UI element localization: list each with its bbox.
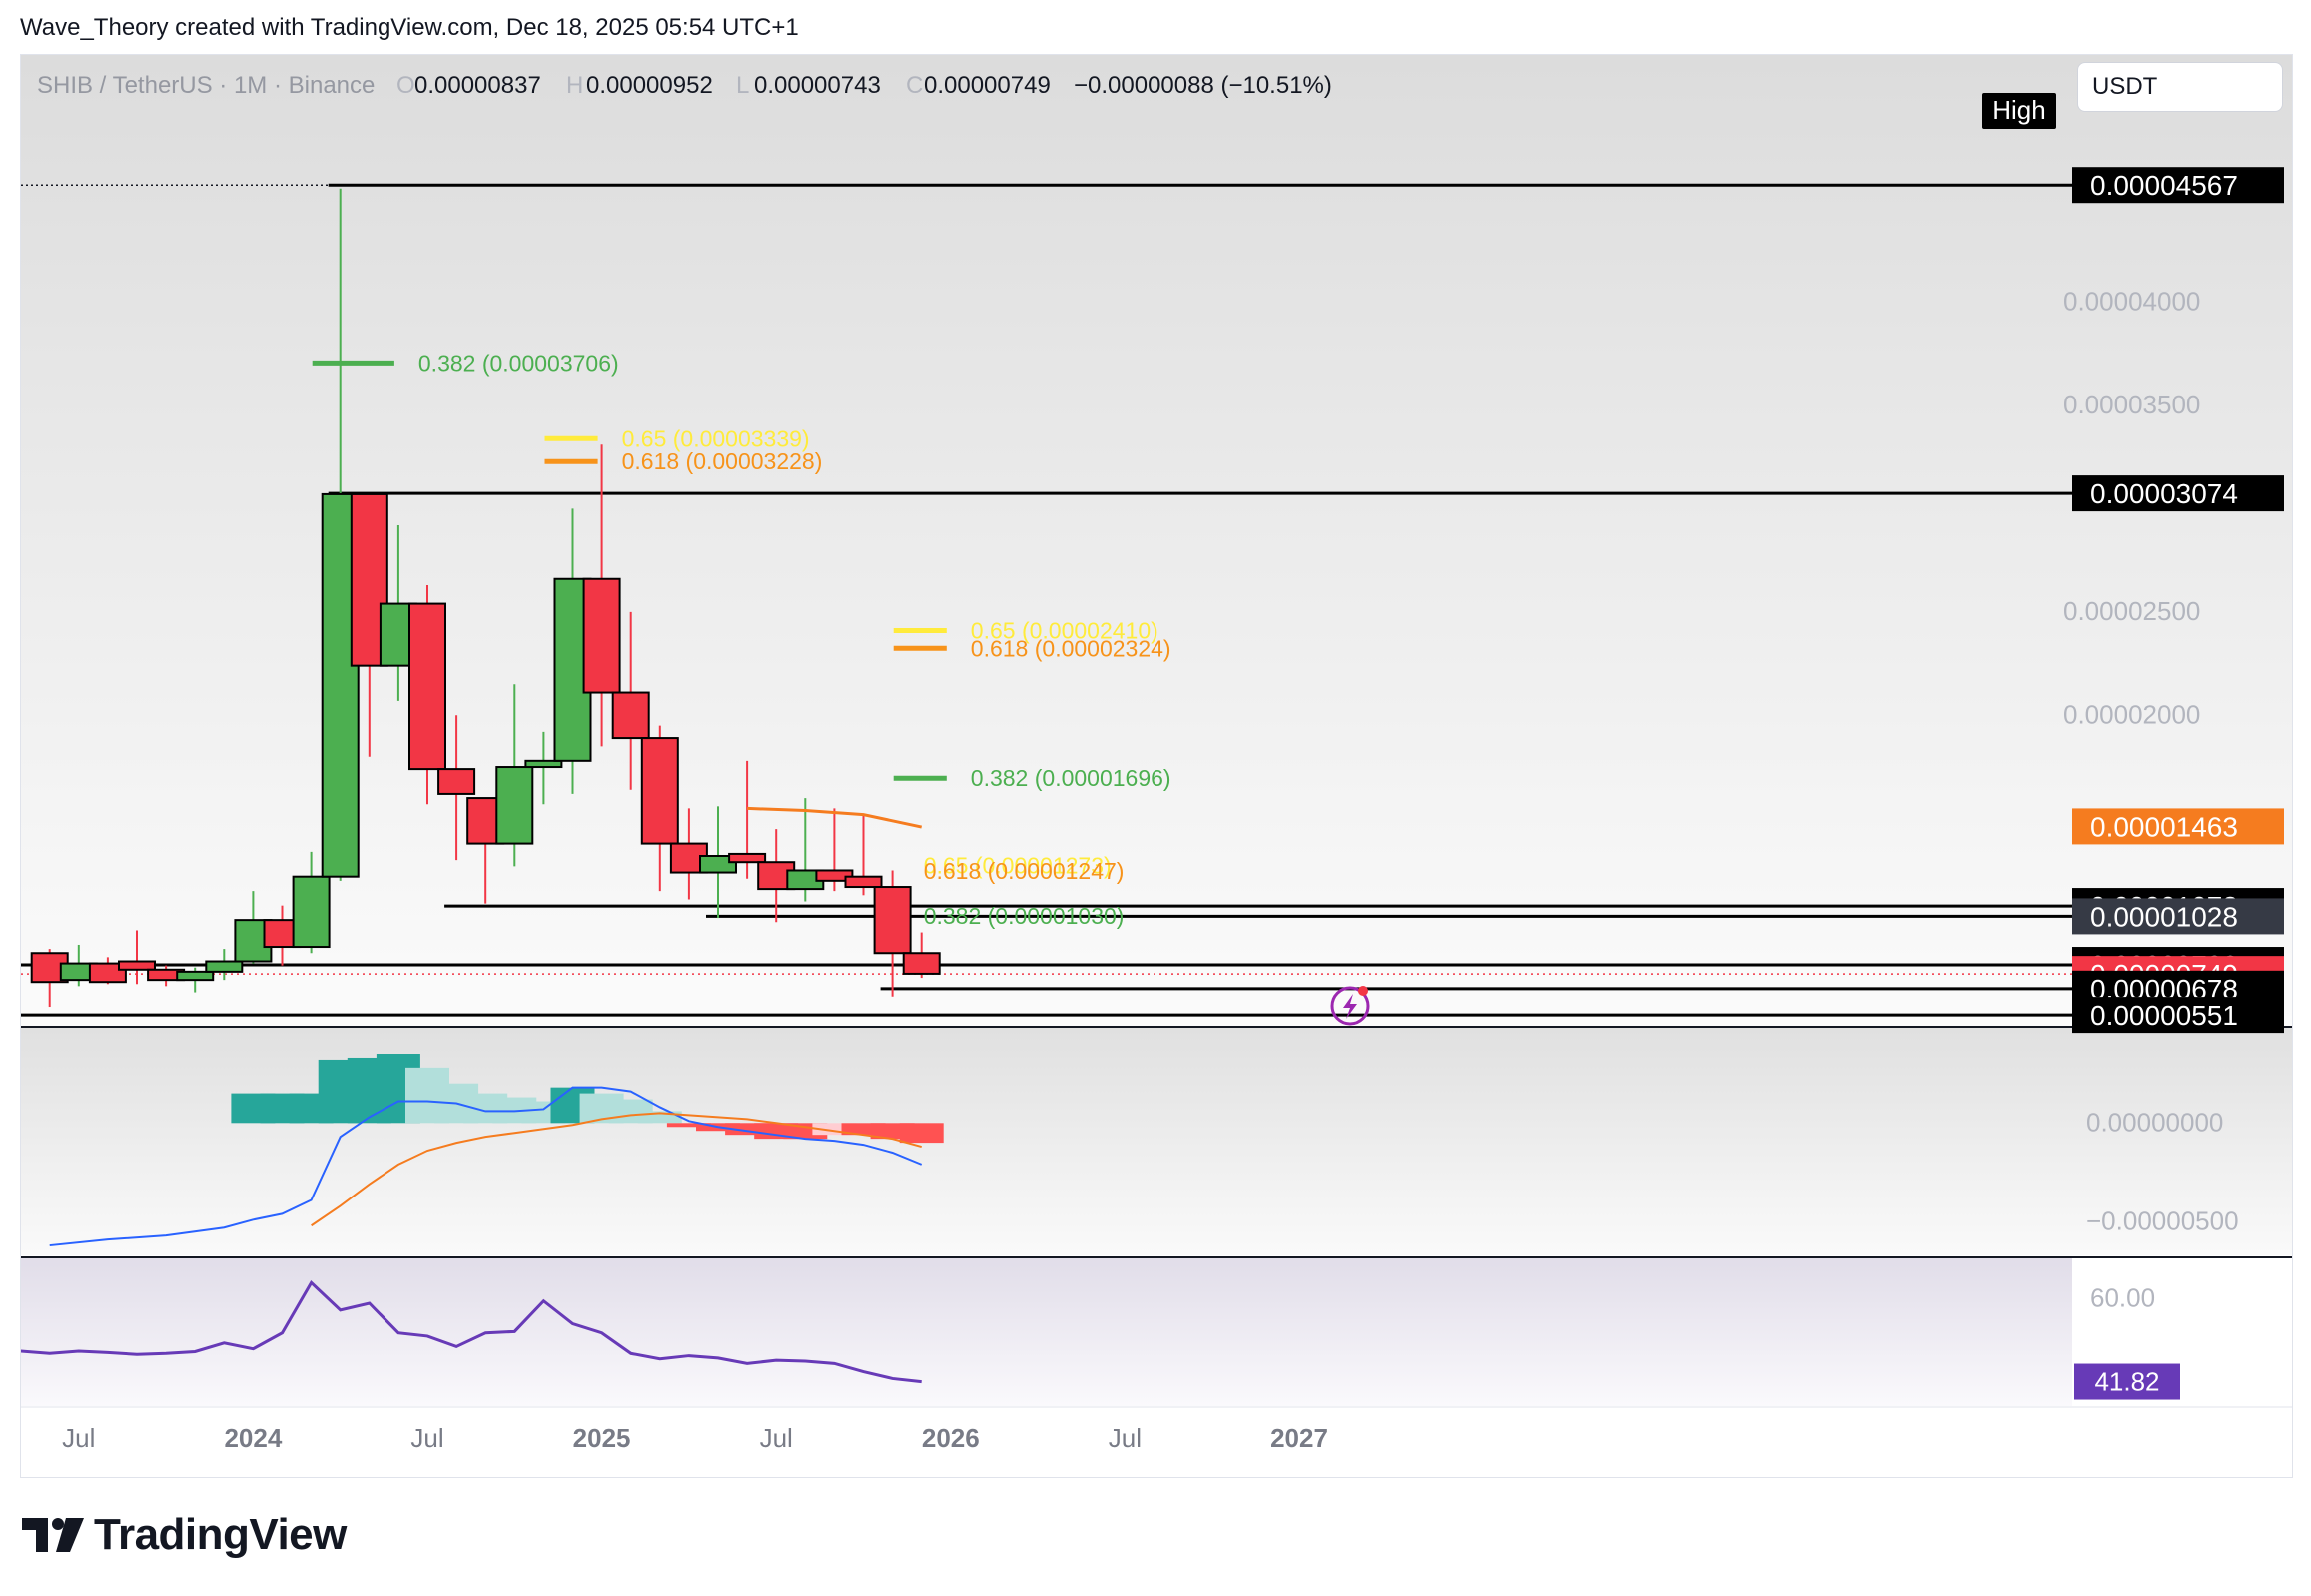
fib-level-label: 0.65 (0.00002410): [971, 617, 1158, 643]
candle-up: [292, 875, 331, 949]
time-axis-tick: 2024: [224, 1423, 282, 1453]
price-axis-tick: 0.00003500: [2063, 390, 2200, 419]
price-axis-tag: [2072, 997, 2284, 1034]
fib-level-label: 0.382 (0.00001696): [971, 765, 1171, 791]
high-value: 0.00000952: [586, 72, 713, 99]
price-axis-tag-label: 0.00004567: [2090, 170, 2238, 201]
fib-level-label: 0.382 (0.00003706): [418, 350, 619, 376]
rsi-pane-background: [21, 1258, 2072, 1406]
price-axis-tag: [2072, 167, 2284, 204]
candle-down: [844, 875, 883, 889]
rsi-axis-tick: 60.00: [2090, 1282, 2155, 1312]
time-axis-tick: 2026: [922, 1423, 980, 1453]
candle-up: [205, 960, 244, 973]
macd-axis-tick: 0.00000000: [2086, 1107, 2223, 1137]
candle-down: [408, 602, 446, 771]
time-axis-tick: Jul: [760, 1423, 793, 1453]
price-axis-tag: [2072, 898, 2284, 935]
time-axis-tick: Jul: [1109, 1423, 1142, 1453]
high-label: H: [566, 72, 583, 99]
close-label: C: [906, 72, 923, 99]
tradingview-logo-icon: [22, 1518, 84, 1552]
candle-down: [437, 768, 476, 795]
lightning-icon[interactable]: [1330, 986, 1370, 1026]
fib-level-label: 0.382 (0.00001030): [924, 903, 1125, 929]
tradingview-logo[interactable]: TradingView: [22, 1510, 347, 1560]
candle-down: [902, 952, 941, 975]
price-axis-tag-label: 0.00000551: [2090, 1000, 2238, 1031]
candle-up: [495, 766, 534, 845]
candle-down: [88, 962, 127, 984]
fib-level-label: 0.618 (0.00001247): [924, 858, 1125, 884]
price-axis-tick: 0.00004000: [2063, 287, 2200, 317]
macd-line: [49, 1086, 923, 1247]
high-marker: High: [1982, 93, 2056, 129]
macd-axis-tick: −0.00000500: [2086, 1205, 2239, 1235]
time-axis-tick: 2025: [573, 1423, 631, 1453]
price-axis-tag-label: 0.00001463: [2090, 811, 2238, 842]
price-axis-tag: [2072, 475, 2284, 512]
price-axis-tick: 0.00002500: [2063, 596, 2200, 626]
candle-down: [640, 737, 679, 845]
candle-down: [582, 577, 621, 694]
macd-histogram-bar: [637, 1111, 682, 1124]
time-axis-tick: 2027: [1270, 1423, 1328, 1453]
macd-histogram-bar: [899, 1123, 944, 1144]
macd-signal-line: [311, 1112, 922, 1227]
time-axis-tick: Jul: [62, 1423, 95, 1453]
symbol-label: SHIB / TetherUS · 1M · Binance: [37, 72, 375, 99]
low-label: L: [736, 72, 749, 99]
change-value: −0.00000088 (−10.51%): [1074, 72, 1332, 99]
candle-down: [815, 869, 854, 882]
candle-down: [873, 886, 912, 955]
candle-down: [118, 960, 156, 971]
fib-level-label: 0.65 (0.00003339): [622, 425, 810, 451]
rsi-current-value: 41.82: [2094, 1367, 2159, 1397]
price-axis-tag-label: 0.00003074: [2090, 478, 2238, 509]
close-value: 0.00000749: [924, 72, 1051, 99]
fib-level-label: 0.618 (0.00003228): [622, 448, 823, 474]
ema-line: [747, 806, 923, 829]
open-label: O: [396, 72, 415, 99]
rsi-line: [21, 1280, 922, 1384]
attribution-header: Wave_Theory created with TradingView.com…: [20, 14, 799, 41]
candle-down: [728, 852, 767, 864]
candle-up: [699, 855, 737, 874]
candle-down: [611, 691, 650, 740]
chart-canvas[interactable]: 0.00004000 0.00003500 0.00002500 0.00002000…: [21, 55, 2292, 1477]
macd-histogram-bar: [841, 1123, 886, 1136]
price-axis-tag-label: 0.00001028: [2090, 901, 2238, 932]
price-pane-background: [21, 55, 2292, 1026]
macd-histogram-bar: [725, 1123, 770, 1136]
price-axis-tag: [2072, 808, 2284, 845]
chart-frame: 0.00004000 0.00003500 0.00002500 0.00002000…: [20, 54, 2293, 1478]
currency-selector[interactable]: USDT: [2077, 62, 2283, 112]
time-axis-tick: Jul: [410, 1423, 443, 1453]
candle-up: [524, 759, 563, 769]
rsi-current-tag: [2074, 1363, 2180, 1400]
ohlc-legend: SHIB / TetherUS · 1M · Binance O 0.00000…: [37, 72, 1332, 99]
fib-level-label: 0.618 (0.00002324): [971, 635, 1171, 661]
macd-histogram-bar: [812, 1123, 857, 1136]
macd-histogram-bar: [666, 1123, 711, 1128]
candle-up: [176, 970, 215, 982]
open-value: 0.00000837: [414, 72, 541, 99]
tradingview-brand-text: TradingView: [94, 1510, 347, 1559]
low-value: 0.00000743: [754, 72, 881, 99]
price-axis-tick: 0.00002000: [2063, 699, 2200, 729]
high-marker-label: High: [1992, 95, 2045, 125]
fib-level-label: 0.65 (0.00001273): [924, 853, 1112, 879]
